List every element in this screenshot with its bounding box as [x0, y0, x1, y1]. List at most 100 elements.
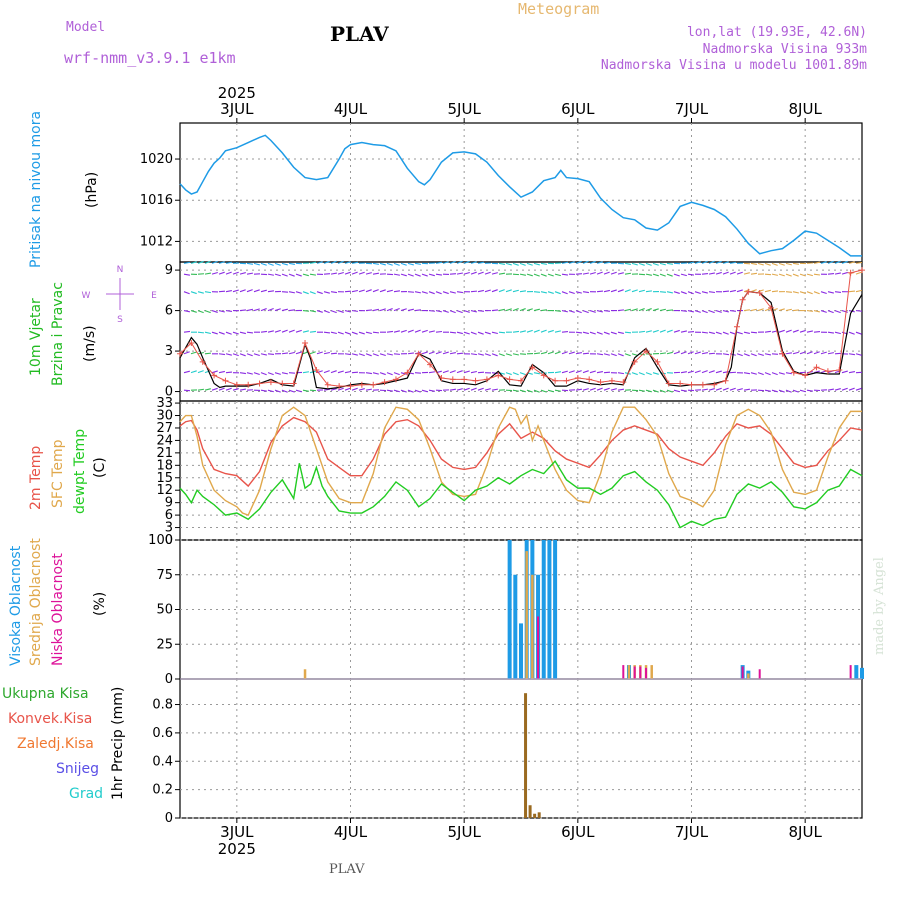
wind-barb	[323, 310, 330, 314]
wind-barb	[659, 308, 666, 312]
wind-barb	[750, 372, 757, 375]
wind-barb	[323, 331, 331, 334]
wind-barb	[428, 330, 435, 333]
wind-barb	[505, 372, 512, 376]
wind-barb	[792, 329, 799, 333]
wind-barb	[645, 372, 652, 376]
wind-barb	[204, 260, 211, 264]
wind-barb	[372, 262, 380, 265]
wind-barb	[701, 352, 708, 355]
wind-barb	[715, 387, 722, 391]
wind-speed-marker	[586, 376, 593, 383]
wind-speed-marker	[836, 366, 843, 373]
wind-barb	[372, 289, 379, 293]
wind-barb	[568, 351, 575, 355]
wind-barb	[253, 262, 260, 266]
wind-barb	[232, 289, 239, 293]
wind-barb	[211, 370, 218, 374]
low-cloud-bar	[849, 665, 852, 679]
wind-barb	[715, 260, 722, 264]
wind-barb	[673, 291, 680, 294]
wind-barb	[477, 310, 485, 312]
wind-barb	[421, 351, 428, 355]
wind-barb	[498, 308, 505, 312]
mid-cloud-bar	[747, 673, 750, 679]
wind-barb	[561, 273, 569, 276]
wind-barb	[659, 329, 666, 333]
sfc-line	[179, 406, 862, 516]
y-tick-label: 30	[156, 409, 173, 424]
wind-barb	[183, 261, 191, 264]
wind-barb	[463, 331, 470, 335]
wind-barb	[554, 291, 561, 295]
y-tick-label: 9	[165, 263, 173, 278]
date-label-bottom: 3JUL	[220, 823, 254, 841]
wind-barb	[652, 308, 659, 312]
wind-barb	[414, 273, 421, 277]
y-tick-label: 50	[156, 603, 173, 618]
wind-barb	[267, 330, 274, 333]
wind-speed-marker	[824, 368, 831, 375]
wind-barb	[505, 262, 512, 266]
wind-barb	[554, 371, 562, 374]
low-cloud-bar	[639, 666, 642, 679]
wind-barb	[813, 273, 821, 276]
wind-barb	[813, 351, 820, 355]
wind-barb	[596, 353, 604, 356]
wind-barb	[393, 330, 400, 333]
wind-barb	[561, 351, 568, 355]
wind-barb	[582, 272, 589, 275]
wind-barb	[757, 308, 764, 312]
wind-barb	[484, 353, 491, 357]
wind-barb	[799, 351, 806, 355]
wind-barb	[211, 331, 218, 335]
wind-barb	[288, 291, 295, 294]
wind-barb	[519, 330, 526, 333]
y-tick-label: 1016	[140, 193, 173, 208]
wind-barb	[771, 389, 778, 393]
wind-barb	[743, 388, 751, 391]
wind-barb	[512, 353, 519, 356]
wind-barb	[204, 291, 212, 294]
wind-speed-marker	[768, 304, 775, 311]
wind-barb	[680, 273, 687, 277]
wind-barb	[596, 371, 603, 374]
wind-barb	[624, 272, 632, 275]
high-cloud-bar	[547, 540, 552, 679]
wind-speed-marker	[574, 375, 581, 382]
wind-barb	[855, 289, 862, 293]
wind-barb	[533, 291, 541, 293]
wind-barb	[260, 330, 268, 333]
wind-barb	[232, 353, 239, 357]
wind-barb	[624, 308, 631, 312]
wind-barb	[750, 353, 757, 357]
high-cloud-bar	[854, 665, 859, 679]
wind-speed-marker	[347, 383, 354, 390]
wind-barb	[582, 370, 589, 374]
wind-speed-marker	[222, 377, 229, 384]
wind-barb	[820, 291, 827, 295]
wind-speed-marker	[665, 380, 672, 387]
wind-barb	[603, 331, 610, 335]
wind-barb	[547, 389, 554, 393]
wind-barb	[799, 273, 806, 277]
wind-speed-marker	[699, 381, 706, 388]
y-tick-label: 100	[148, 533, 173, 548]
compass-e-label: E	[151, 291, 157, 301]
wind-barb	[561, 330, 569, 333]
wind-barb	[645, 262, 652, 266]
wind-barb	[239, 353, 246, 357]
wind-barb	[400, 273, 407, 277]
wind-barb	[498, 353, 505, 357]
wind-barb	[680, 389, 688, 392]
y-tick-label: 27	[156, 421, 173, 436]
wind-barb	[407, 308, 414, 312]
wind-barb	[288, 273, 295, 277]
wind-barb	[694, 310, 701, 313]
wind-barb	[498, 289, 505, 293]
wind-barb	[183, 370, 190, 374]
wind-barb	[225, 387, 232, 391]
wind-barb	[722, 353, 730, 356]
wind-barb	[309, 330, 317, 333]
wind-barb	[337, 387, 344, 391]
